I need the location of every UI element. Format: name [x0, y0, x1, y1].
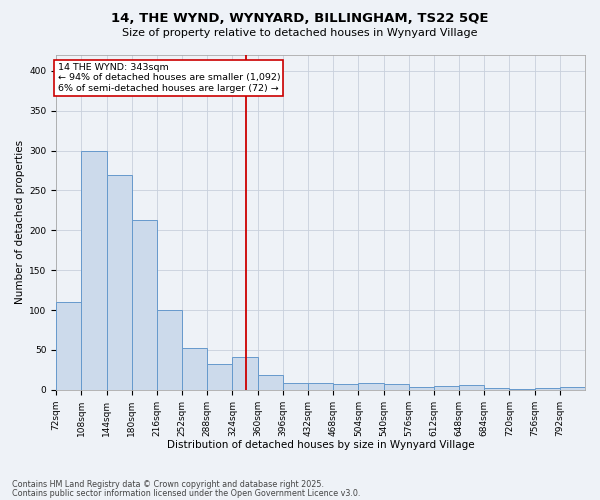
Bar [207, 364, 232, 390]
Bar [107, 174, 131, 390]
Bar [535, 388, 560, 390]
Bar [308, 384, 333, 390]
Bar [131, 220, 157, 390]
Bar [434, 386, 459, 390]
Text: 14, THE WYND, WYNYARD, BILLINGHAM, TS22 5QE: 14, THE WYND, WYNYARD, BILLINGHAM, TS22 … [111, 12, 489, 26]
X-axis label: Distribution of detached houses by size in Wynyard Village: Distribution of detached houses by size … [167, 440, 475, 450]
Bar [509, 389, 535, 390]
Bar [358, 382, 383, 390]
Bar [409, 388, 434, 390]
Bar [182, 348, 207, 390]
Text: Contains public sector information licensed under the Open Government Licence v3: Contains public sector information licen… [12, 489, 361, 498]
Bar [459, 385, 484, 390]
Bar [257, 376, 283, 390]
Text: 14 THE WYND: 343sqm
← 94% of detached houses are smaller (1,092)
6% of semi-deta: 14 THE WYND: 343sqm ← 94% of detached ho… [58, 63, 280, 93]
Bar [232, 357, 257, 390]
Bar [484, 388, 509, 390]
Bar [333, 384, 358, 390]
Y-axis label: Number of detached properties: Number of detached properties [15, 140, 25, 304]
Bar [560, 388, 585, 390]
Bar [283, 384, 308, 390]
Bar [56, 302, 82, 390]
Bar [383, 384, 409, 390]
Text: Size of property relative to detached houses in Wynyard Village: Size of property relative to detached ho… [122, 28, 478, 38]
Bar [157, 310, 182, 390]
Bar [82, 150, 107, 390]
Text: Contains HM Land Registry data © Crown copyright and database right 2025.: Contains HM Land Registry data © Crown c… [12, 480, 324, 489]
